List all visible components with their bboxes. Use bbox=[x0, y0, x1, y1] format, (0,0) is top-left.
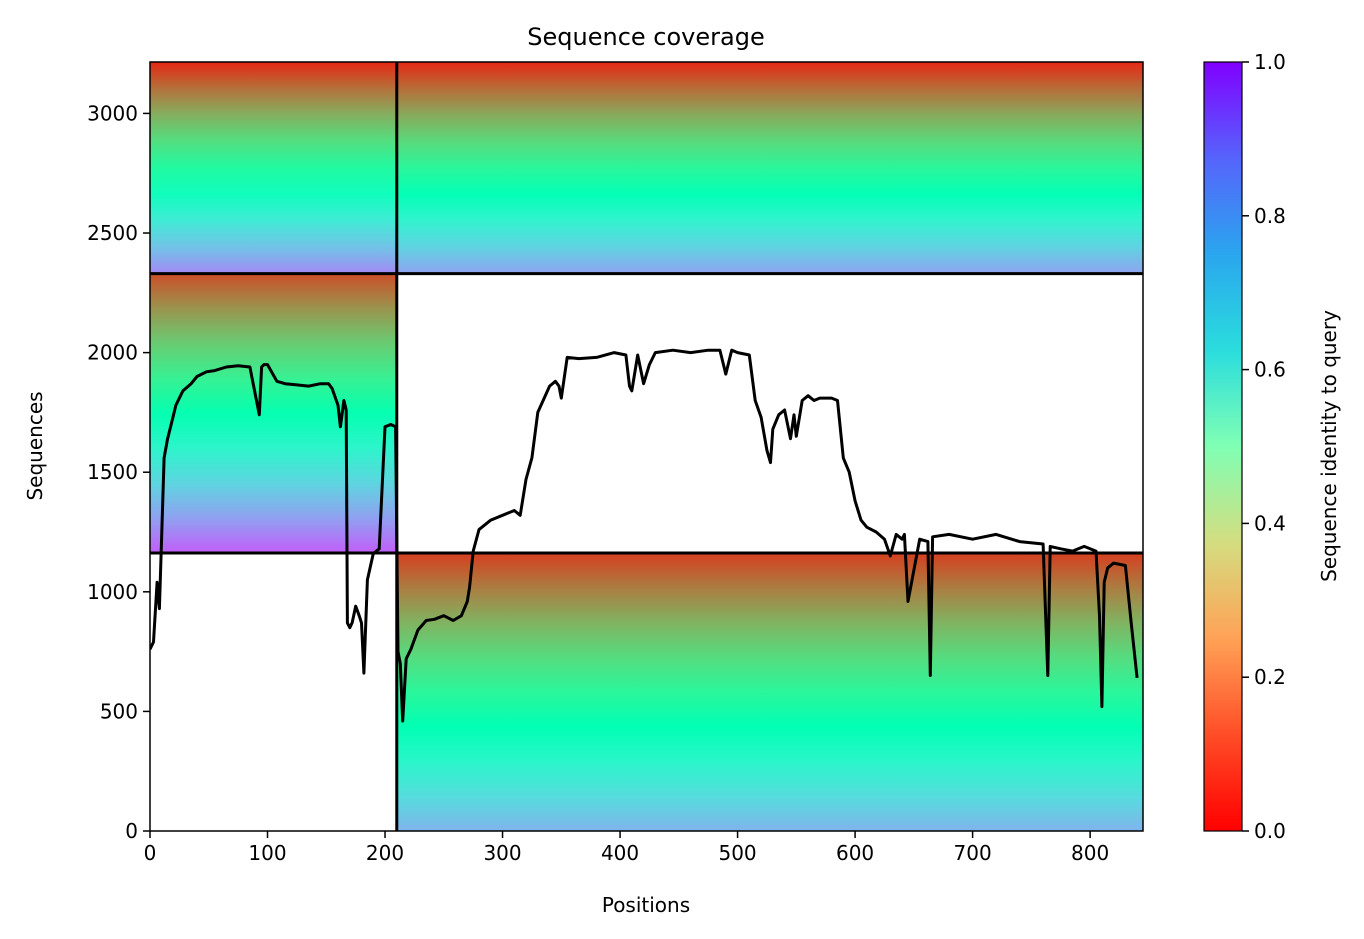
x-tick-label: 400 bbox=[601, 841, 639, 865]
x-tick-label: 800 bbox=[1071, 841, 1109, 865]
x-axis-label: Positions bbox=[602, 893, 690, 917]
heatmap-block bbox=[396, 62, 1143, 274]
colorbar-tick-label: 0.8 bbox=[1254, 204, 1286, 228]
coverage-line bbox=[150, 348, 1139, 723]
colorbar-label: Sequence identity to query bbox=[1317, 310, 1341, 582]
y-tick-label: 3000 bbox=[87, 101, 138, 125]
y-tick-label: 1500 bbox=[87, 460, 138, 484]
x-tick-label: 600 bbox=[836, 841, 874, 865]
y-tick-label: 2500 bbox=[87, 221, 138, 245]
colorbar bbox=[1203, 61, 1243, 832]
x-tick-label: 200 bbox=[366, 841, 404, 865]
x-tick-label: 500 bbox=[718, 841, 756, 865]
x-tick-label: 700 bbox=[954, 841, 992, 865]
y-tick-label: 0 bbox=[125, 819, 138, 843]
y-tick-label: 2000 bbox=[87, 341, 138, 365]
heatmap-block bbox=[150, 62, 397, 274]
colorbar-tick-label: 1.0 bbox=[1254, 50, 1286, 74]
plot-frame bbox=[149, 61, 1144, 832]
x-tick-label: 300 bbox=[483, 841, 521, 865]
y-tick-label: 1000 bbox=[87, 580, 138, 604]
y-axis-label: Sequences bbox=[23, 391, 47, 500]
colorbar-tick-label: 0.4 bbox=[1254, 511, 1286, 535]
colorbar-tick-label: 0.0 bbox=[1254, 819, 1286, 843]
y-axis-ticks: 0 500 1000 1500 2000 2500 3000 bbox=[87, 101, 150, 843]
colorbar-tick-label: 0.6 bbox=[1254, 358, 1286, 382]
heatmap-block bbox=[396, 553, 1143, 831]
colorbar-tick-label: 0.2 bbox=[1254, 665, 1286, 689]
x-tick-label: 100 bbox=[248, 841, 286, 865]
y-tick-label: 500 bbox=[100, 699, 138, 723]
coverage-heatmap bbox=[150, 62, 1143, 831]
x-tick-label: 0 bbox=[144, 841, 157, 865]
x-axis-ticks: 0 100 200 300 400 500 600 700 800 bbox=[144, 831, 1109, 865]
colorbar-ticks: 0.0 0.2 0.4 0.6 0.8 1.0 bbox=[1242, 50, 1286, 843]
heatmap-block bbox=[150, 273, 397, 554]
chart-title: Sequence coverage bbox=[527, 23, 764, 51]
